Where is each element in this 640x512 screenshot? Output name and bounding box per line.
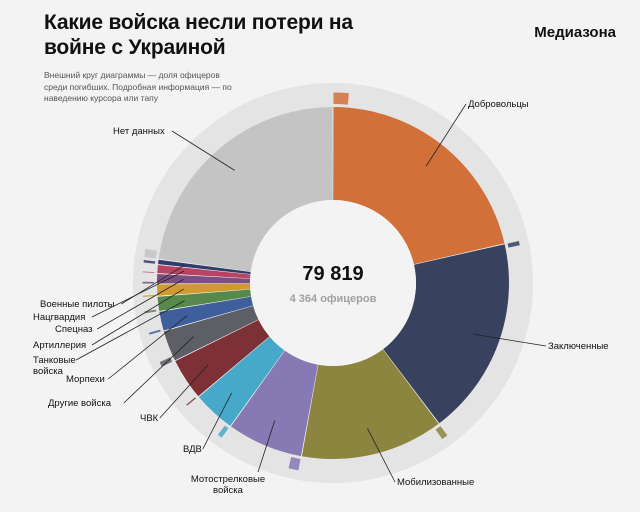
officer-arc-морпехи[interactable] <box>149 329 161 335</box>
label-нет-данных: Нет данных <box>113 126 165 137</box>
officer-arc-мотострелковые-войска[interactable] <box>288 457 301 471</box>
officer-arc-вдв[interactable] <box>217 425 229 438</box>
label-морпехи: Морпехи <box>66 374 105 385</box>
segment-чвк[interactable] <box>175 319 270 397</box>
leader-line-артиллерия <box>91 288 184 346</box>
segments[interactable] <box>157 107 509 460</box>
leader-line-заключенные <box>473 333 547 347</box>
leader-line-мотострелковые-войска <box>257 420 276 473</box>
chart-note: Внешний круг диаграммы — доля офицеров с… <box>44 70 232 103</box>
total-label: 79 819 <box>302 263 363 285</box>
leader-line-морпехи <box>107 315 188 380</box>
officer-arc-танковые-войска[interactable] <box>144 309 157 314</box>
segment-вдв[interactable] <box>198 336 285 426</box>
leader-line-мобилизованные <box>367 428 396 483</box>
label-военные-пилоты: Военные пилоты <box>40 299 115 310</box>
label-чвк: ЧВК <box>140 413 159 424</box>
segment-другие-войска[interactable] <box>163 305 259 361</box>
segment-танковые-войска[interactable] <box>157 289 252 312</box>
leader-line-добровольцы <box>425 103 467 167</box>
officer-arc-нацгвардия[interactable] <box>142 271 155 273</box>
label-вдв: ВДВ <box>183 444 202 455</box>
officer-arc-военные-пилоты[interactable] <box>143 259 156 264</box>
segment-артиллерия[interactable] <box>157 283 251 296</box>
label-добровольцы: Добровольцы <box>468 99 529 110</box>
label-артиллерия: Артиллерия <box>33 340 86 351</box>
leader-line-танковые-войска <box>75 300 185 361</box>
label-другие-войска: Другие войска <box>48 398 112 409</box>
segment-нацгвардия[interactable] <box>157 264 251 279</box>
officers-label: 4 364 офицеров <box>290 293 377 305</box>
label-заключенные: Заключенные <box>548 341 609 352</box>
segment-мобилизованные[interactable] <box>301 349 439 460</box>
label-танковые-войска: Танковые войска <box>33 355 76 377</box>
officer-arc-добровольцы[interactable] <box>333 92 349 105</box>
leader-line-другие-войска <box>123 336 194 404</box>
leader-line-нет-данных <box>171 130 235 171</box>
leader-line-чвк <box>159 364 209 419</box>
label-нацгвардия: Нацгвардия <box>33 312 85 323</box>
label-мобилизованные: Мобилизованные <box>397 477 474 488</box>
segment-добровольцы[interactable] <box>333 107 505 265</box>
donut-hole <box>250 200 416 366</box>
segment-нет-данных[interactable] <box>158 107 333 272</box>
page-title: Какие войска несли потери на войне с Укр… <box>44 11 353 59</box>
leader-line-вдв <box>202 392 232 450</box>
segment-мотострелковые-войска[interactable] <box>230 350 318 457</box>
brand-logo[interactable]: Медиазона <box>534 24 616 41</box>
officer-arc-нет-данных[interactable] <box>144 248 157 259</box>
segment-морпехи[interactable] <box>159 296 254 331</box>
officer-arc-чвк[interactable] <box>186 397 197 406</box>
segment-военные-пилоты[interactable] <box>158 259 251 275</box>
segment-заключенные[interactable] <box>383 244 509 424</box>
label-спецназ: Спецназ <box>55 324 93 335</box>
label-мотострелковые-войска: Мотострелковые войска <box>191 474 265 496</box>
officer-arc-спецназ[interactable] <box>142 281 155 284</box>
labels: Добровольцы Заключенные Мобилизованные Мото… <box>33 99 609 496</box>
leader-line-спецназ <box>97 278 184 330</box>
leader-line-военные-пилоты <box>121 264 185 305</box>
officer-arc-мобилизованные[interactable] <box>435 426 448 440</box>
officer-arcs[interactable] <box>142 92 520 471</box>
officer-arc-заключенные[interactable] <box>507 241 520 248</box>
officer-arc-артиллерия[interactable] <box>142 294 155 297</box>
